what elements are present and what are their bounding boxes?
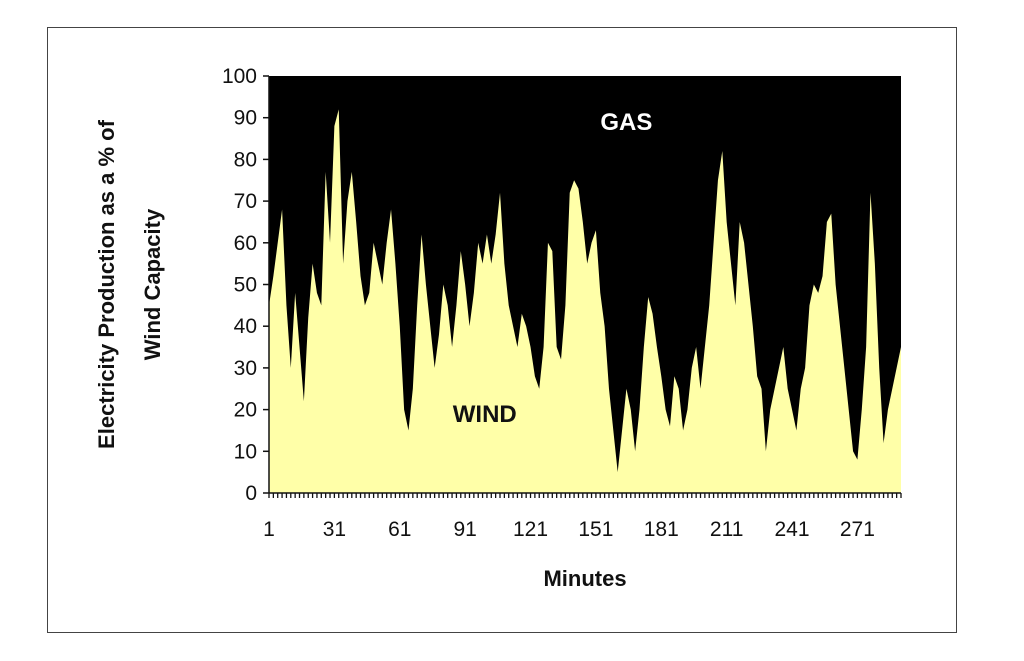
chart-frame: 0 10 20 30 40 50 60 70 80 90 100 1 31 61 91 121 151 181 2…: [47, 27, 957, 633]
y-tick-label: 20: [234, 399, 257, 422]
wind-area: [269, 109, 901, 494]
y-tick-label: 90: [234, 107, 257, 130]
y-tick-label: 100: [222, 65, 257, 88]
y-tick-label: 40: [234, 315, 257, 338]
gas-area-label: GAS: [600, 109, 652, 136]
y-tick-label: 0: [245, 482, 257, 505]
y-tick-label: 10: [234, 440, 257, 463]
y-axis-title-line-2: Wind Capacity: [140, 208, 165, 360]
y-tick-label: 30: [234, 357, 257, 380]
x-tick-label: 181: [644, 518, 679, 541]
x-tick-label: 61: [388, 518, 411, 541]
wind-area-label: WIND: [453, 401, 517, 428]
y-tick-label: 60: [234, 232, 257, 255]
x-axis: 1 31 61 91 121 151 181 211 241 271: [263, 518, 875, 541]
y-tick-label: 80: [234, 148, 257, 171]
area-chart: 0 10 20 30 40 50 60 70 80 90 100 1 31 61 91 121 151 181 2…: [94, 65, 902, 591]
y-tick-label: 70: [234, 190, 257, 213]
y-axis-title: Electricity Production as a % of Wind Ca…: [94, 119, 165, 449]
x-tick-label: 271: [840, 518, 875, 541]
x-tick-label: 121: [513, 518, 548, 541]
y-axis-title-line-1: Electricity Production as a % of: [94, 119, 119, 449]
x-tick-label: 241: [775, 518, 810, 541]
x-tick-label: 211: [710, 518, 743, 541]
x-tick-label: 31: [323, 518, 346, 541]
plot-area: [268, 76, 902, 498]
x-axis-title: Minutes: [543, 566, 626, 591]
y-axis: 0 10 20 30 40 50 60 70 80 90 100: [222, 65, 269, 505]
x-tick-label: 151: [578, 518, 613, 541]
y-tick-label: 50: [234, 274, 257, 297]
x-tick-label: 91: [453, 518, 476, 541]
x-tick-label: 1: [263, 518, 275, 541]
